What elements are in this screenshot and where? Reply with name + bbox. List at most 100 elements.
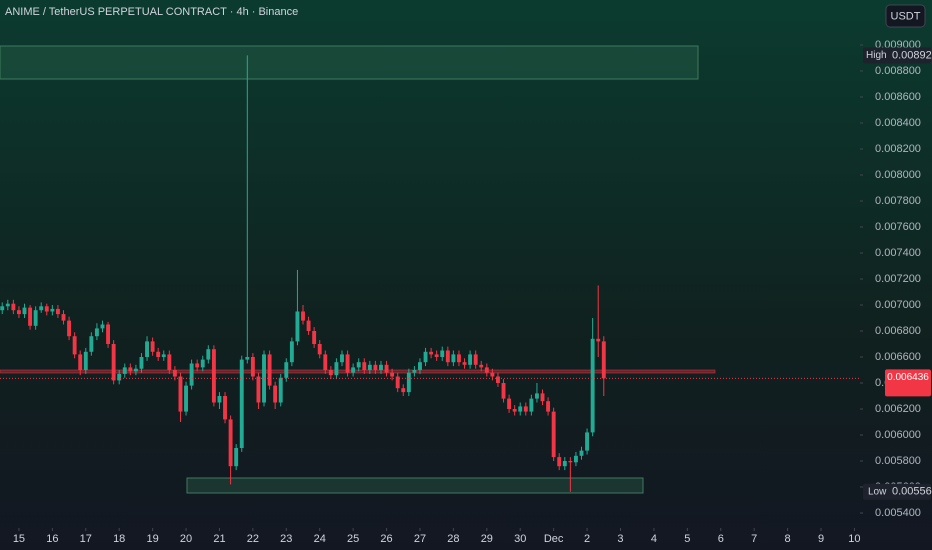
x-tick-label: 22 <box>247 533 259 545</box>
y-tick-label: 0.007000 <box>875 299 921 311</box>
candle-body <box>345 354 350 373</box>
candle-body <box>473 354 478 365</box>
candle-body <box>457 354 461 363</box>
candle-body <box>573 455 578 463</box>
candle-body <box>139 357 144 369</box>
x-tick-label: 15 <box>13 533 25 545</box>
candle-body <box>117 373 122 381</box>
candle-body <box>418 362 422 370</box>
candle-body <box>367 364 372 370</box>
y-tick-label: 0.008800 <box>875 65 921 77</box>
candle-body <box>401 388 406 393</box>
x-tick-label: 6 <box>718 533 724 545</box>
y-tick-label: 0.007400 <box>875 247 921 259</box>
y-tick-label: 0.008400 <box>875 117 921 129</box>
candle-body <box>328 370 333 376</box>
candle-body <box>0 306 5 311</box>
last-price-tag <box>885 369 931 397</box>
y-tick-label: 0.007800 <box>875 195 921 207</box>
y-tick-label: 0.006200 <box>875 403 921 415</box>
high-tag <box>863 47 931 64</box>
candle-body <box>284 362 289 378</box>
candle-body <box>440 350 445 357</box>
x-tick-label: Dec <box>544 533 564 545</box>
candle-body <box>412 370 417 373</box>
candle-body <box>267 354 272 386</box>
y-tick-label: 0.006800 <box>875 325 921 337</box>
candle-body <box>568 461 573 463</box>
candle-body <box>384 364 389 373</box>
candle-body <box>445 350 450 363</box>
candle-body <box>534 393 539 399</box>
x-tick-label: 9 <box>818 533 824 545</box>
candle-body <box>546 401 551 412</box>
x-tick-label: 5 <box>684 533 690 545</box>
candle-body <box>22 307 27 315</box>
candle-body <box>373 364 378 370</box>
candle-body <box>278 377 283 403</box>
candle-body <box>89 336 94 352</box>
candle-body <box>217 396 222 403</box>
x-tick-label: 21 <box>213 533 225 545</box>
candle-body <box>72 336 77 355</box>
candle-body <box>195 363 200 368</box>
candle-body <box>434 354 439 357</box>
candle-body <box>323 354 328 370</box>
chart-title: ANIME / TetherUS PERPETUAL CONTRACT · 4h… <box>5 6 298 18</box>
x-tick-label: 3 <box>617 533 623 545</box>
candle-body <box>16 310 21 315</box>
candle-body <box>423 351 428 363</box>
candle-body <box>289 341 294 363</box>
candle-body <box>67 320 72 337</box>
candle-body <box>100 324 105 329</box>
candle-body <box>351 367 356 373</box>
candle-body <box>540 393 545 402</box>
candle-body <box>33 310 38 326</box>
candle-body <box>395 376 400 389</box>
candle-body <box>106 324 111 344</box>
candle-body <box>529 398 534 412</box>
candle-body <box>334 362 339 376</box>
candle-body <box>596 338 601 342</box>
x-tick-label: 8 <box>785 533 791 545</box>
candle-body <box>250 357 255 377</box>
candle-body <box>579 450 584 456</box>
candle-body <box>145 341 149 357</box>
y-tick-label: 0.008000 <box>875 169 921 181</box>
x-tick-label: 4 <box>651 533 657 545</box>
candle-body <box>200 359 205 368</box>
candle-body <box>156 351 161 357</box>
candle-body <box>39 306 44 311</box>
candle-body <box>356 362 361 368</box>
x-tick-label: 19 <box>146 533 158 545</box>
candle-body <box>161 354 166 357</box>
candle-body <box>562 461 567 467</box>
x-tick-label: 18 <box>113 533 125 545</box>
candle-body <box>507 398 512 409</box>
y-tick-label: 0.006000 <box>875 429 921 441</box>
low-value: 0.005563 <box>892 486 932 498</box>
candle-body <box>128 367 133 372</box>
x-tick-label: 26 <box>380 533 392 545</box>
x-tick-label: 23 <box>280 533 292 545</box>
support-zone <box>186 477 644 494</box>
candle-body <box>122 367 127 374</box>
high-value: 0.008920 <box>892 49 932 61</box>
candle-body <box>312 331 317 344</box>
candle-body <box>523 406 528 412</box>
candle-body <box>133 368 138 372</box>
candle-body <box>44 306 49 312</box>
x-tick-label: 24 <box>314 533 326 545</box>
level-band <box>0 369 716 374</box>
y-tick-label: 0.008200 <box>875 143 921 155</box>
y-tick-label: 0.006600 <box>875 351 921 363</box>
candle-body <box>468 354 473 365</box>
candle-body <box>206 349 211 360</box>
candle-body <box>273 385 278 403</box>
candle-body <box>94 328 99 337</box>
currency-button[interactable] <box>885 4 926 28</box>
y-tick-label: 0.007200 <box>875 273 921 285</box>
candle-body <box>178 376 183 412</box>
candle-body <box>590 338 595 433</box>
candle-body <box>390 372 395 377</box>
